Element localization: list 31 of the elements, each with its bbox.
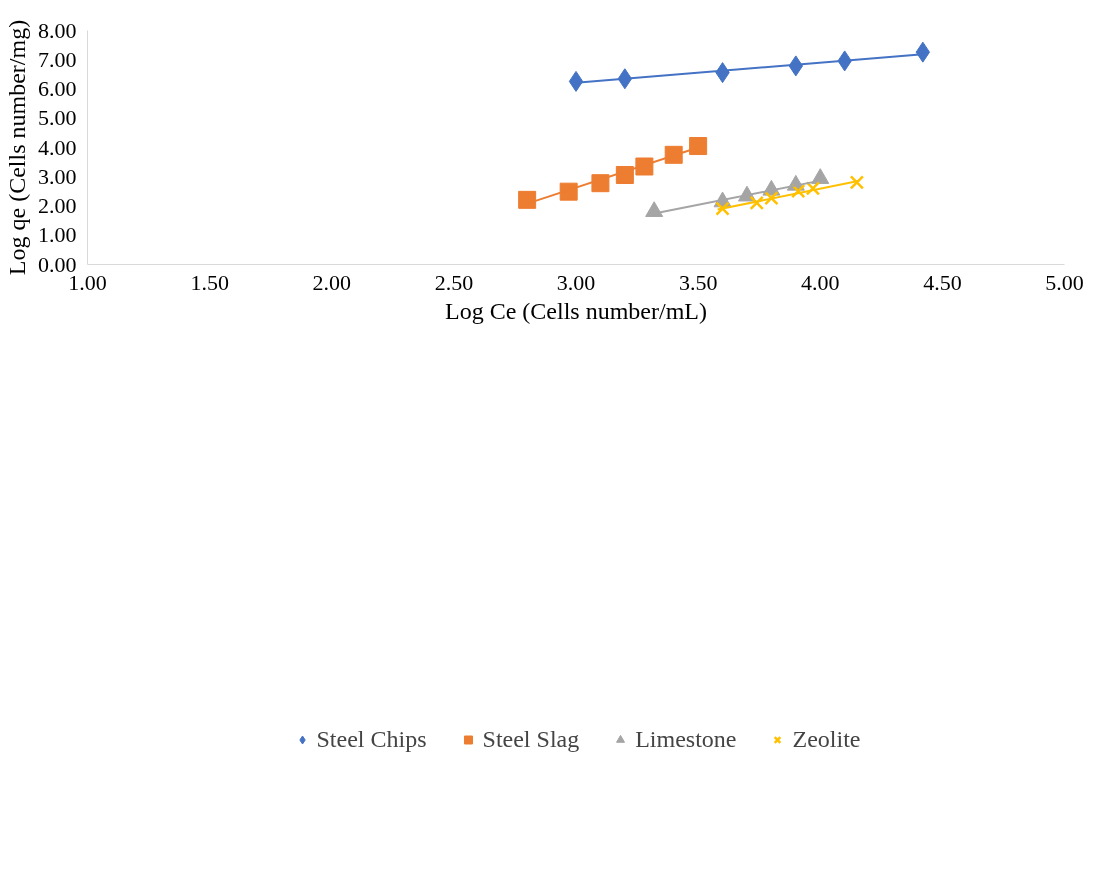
point <box>635 157 654 176</box>
x-tick-label: 3.00 <box>556 269 596 295</box>
y-tick-label: 5.00 <box>38 105 77 131</box>
point <box>849 175 865 190</box>
point <box>518 190 537 209</box>
x-tick-label: 1.50 <box>190 269 229 295</box>
y-tick-label: 3.00 <box>38 163 77 189</box>
y-tick-label: 7.00 <box>38 46 77 72</box>
legend-label: Steel Slag <box>482 725 580 753</box>
x-axis-title: Log Ce (Cells number/mL) <box>445 297 707 324</box>
legend-label: Steel Chips <box>316 725 427 753</box>
point <box>591 174 610 193</box>
y-tick-label: 1.00 <box>38 222 77 248</box>
x-tick-label: 2.00 <box>312 269 351 295</box>
point <box>689 137 708 156</box>
legend-label: Limestone <box>635 725 737 753</box>
x-tick-label: 3.50 <box>678 269 718 295</box>
y-tick-label: 8.00 <box>38 17 77 43</box>
x-tick-label: 4.50 <box>923 269 962 295</box>
x-tick-label: 5.00 <box>1045 269 1084 295</box>
y-axis-title: Log qe (Cells number/mg) <box>4 19 30 276</box>
y-tick-label: 4.00 <box>38 134 77 160</box>
y-tick-label: 2.00 <box>38 193 77 218</box>
point <box>568 70 584 92</box>
legend-label: Zeolite <box>792 725 861 753</box>
point <box>749 195 765 211</box>
y-tick-label: 6.00 <box>38 76 77 101</box>
x-tick-label: 4.00 <box>801 269 840 295</box>
x-tick-label: 2.50 <box>434 269 474 295</box>
point <box>715 201 730 216</box>
point <box>764 190 779 206</box>
